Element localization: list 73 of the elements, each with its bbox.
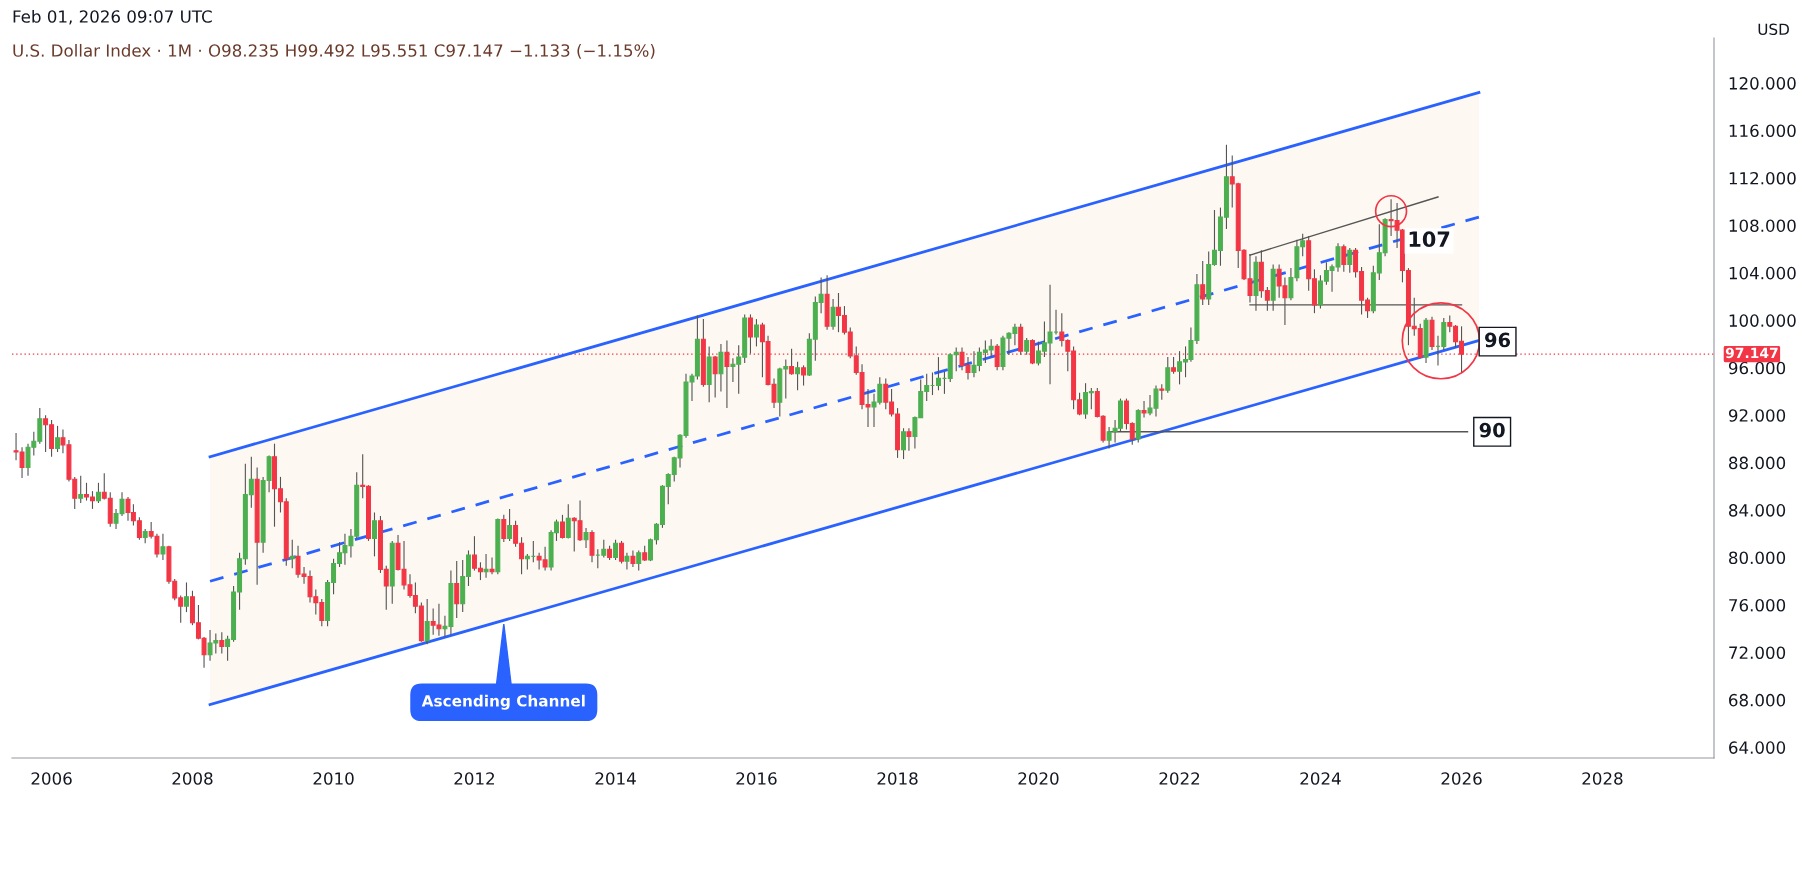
annotation: Ascending Channel (421, 694, 585, 710)
candlestick (507, 508, 513, 542)
text: Feb 01, 2026 09:07 UTC (13, 9, 212, 25)
candlestick (489, 556, 495, 575)
candlestick (289, 539, 295, 569)
candlestick (724, 339, 730, 409)
candlestick (1341, 243, 1347, 273)
ref-line-label: 97.147 (1725, 347, 1778, 359)
candlestick (1347, 247, 1353, 274)
candlestick (583, 527, 589, 549)
x-tick-label: 2018 (877, 772, 918, 785)
x-tick-label: 2012 (454, 772, 494, 785)
y-tick-label: 76.000 (1729, 598, 1786, 612)
y-tick-label: 68.000 (1729, 693, 1786, 707)
candlestick (1141, 400, 1147, 419)
y-tick-label: 116.000 (1729, 124, 1796, 138)
x-tick-label: 2008 (172, 772, 213, 785)
candlestick (78, 475, 84, 504)
candlestick (801, 364, 807, 387)
y-tick-label: 92.000 (1728, 409, 1786, 422)
y-axis-title: USD (1758, 23, 1789, 36)
candlestick (454, 560, 460, 619)
candlestick (501, 514, 507, 543)
y-tick-label: 104.000 (1729, 266, 1796, 280)
candlestick (219, 631, 225, 655)
candlestick (994, 343, 1000, 371)
candlestick (619, 540, 625, 565)
candlestick (55, 425, 61, 453)
candlestick (559, 514, 565, 540)
candlestick (935, 356, 941, 391)
candlestick (95, 482, 101, 504)
y-tick-label: 72.000 (1729, 646, 1786, 659)
y-tick-label: 88.000 (1729, 456, 1786, 470)
y-tick-label: 120.000 (1729, 77, 1796, 90)
annotation: 96 (1485, 332, 1511, 348)
candlestick (589, 529, 595, 563)
x-tick-label: 2026 (1441, 772, 1482, 785)
x-tick-label: 2010 (313, 772, 354, 785)
candlestick (1165, 356, 1171, 394)
x-tick-label: 2016 (736, 772, 777, 785)
candlestick (613, 539, 619, 561)
candlestick (483, 553, 489, 579)
x-tick-label: 2024 (1300, 772, 1341, 785)
candlestick (160, 533, 166, 561)
candlestick (371, 511, 377, 557)
x-tick-label: 2028 (1582, 772, 1623, 785)
chart-title: U.S. Dollar Index · 1M · O98.235 H99.492 L95.551 C97.147 −1.133 (−1.15%) (13, 43, 655, 59)
candlestick (183, 581, 189, 613)
x-tick-label: 2020 (1018, 772, 1059, 785)
candlestick (565, 503, 571, 540)
y-tick-label: 100.000 (1729, 314, 1796, 327)
candlestick (753, 318, 759, 347)
annotation: 90 (1479, 422, 1505, 438)
candlestick (718, 343, 724, 393)
y-tick-label: 84.000 (1729, 504, 1786, 517)
candlestick (795, 361, 801, 391)
candlestick (901, 427, 907, 460)
y-tick-label: 64.000 (1729, 741, 1786, 754)
candlestick (1200, 260, 1206, 306)
candlestick (830, 298, 836, 331)
y-tick-label: 112.000 (1729, 171, 1796, 185)
y-tick-label: 96.000 (1728, 361, 1786, 375)
y-tick-label: 108.000 (1729, 219, 1796, 232)
x-tick-label: 2022 (1159, 772, 1200, 785)
candlestick (630, 549, 636, 568)
candlestick (424, 598, 430, 645)
candlestick (636, 549, 642, 572)
annotation: 107 (1409, 231, 1450, 248)
x-tick-label: 2006 (31, 772, 72, 785)
candlestick (906, 427, 912, 452)
y-tick-label: 80.000 (1729, 551, 1786, 565)
candlestick (624, 552, 630, 570)
x-tick-label: 2014 (595, 772, 636, 785)
